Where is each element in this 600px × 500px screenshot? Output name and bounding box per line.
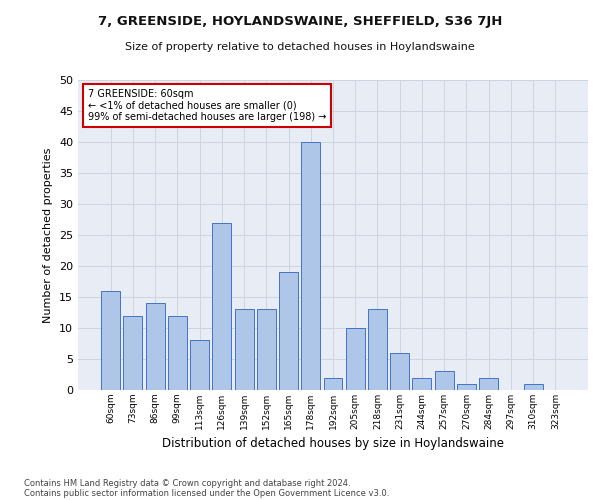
Text: Contains public sector information licensed under the Open Government Licence v3: Contains public sector information licen… (24, 488, 389, 498)
Bar (279, 272, 298, 390)
Bar (190, 340, 209, 390)
Text: Size of property relative to detached houses in Hoylandswaine: Size of property relative to detached ho… (125, 42, 475, 52)
Text: 7, GREENSIDE, HOYLANDSWAINE, SHEFFIELD, S36 7JH: 7, GREENSIDE, HOYLANDSWAINE, SHEFFIELD, … (98, 15, 502, 28)
Bar (124, 316, 142, 390)
Bar (257, 310, 276, 390)
Bar (479, 378, 498, 390)
Bar (368, 310, 387, 390)
Bar (412, 378, 431, 390)
Bar (101, 291, 120, 390)
Bar (323, 378, 343, 390)
Bar (168, 316, 187, 390)
Bar (235, 310, 254, 390)
Bar (212, 222, 231, 390)
Bar (524, 384, 542, 390)
Bar (146, 303, 164, 390)
Bar (435, 372, 454, 390)
Bar (346, 328, 365, 390)
Bar (457, 384, 476, 390)
Bar (390, 353, 409, 390)
Y-axis label: Number of detached properties: Number of detached properties (43, 148, 53, 322)
Bar (301, 142, 320, 390)
Text: 7 GREENSIDE: 60sqm
← <1% of detached houses are smaller (0)
99% of semi-detached: 7 GREENSIDE: 60sqm ← <1% of detached hou… (88, 90, 326, 122)
X-axis label: Distribution of detached houses by size in Hoylandswaine: Distribution of detached houses by size … (162, 438, 504, 450)
Text: Contains HM Land Registry data © Crown copyright and database right 2024.: Contains HM Land Registry data © Crown c… (24, 478, 350, 488)
